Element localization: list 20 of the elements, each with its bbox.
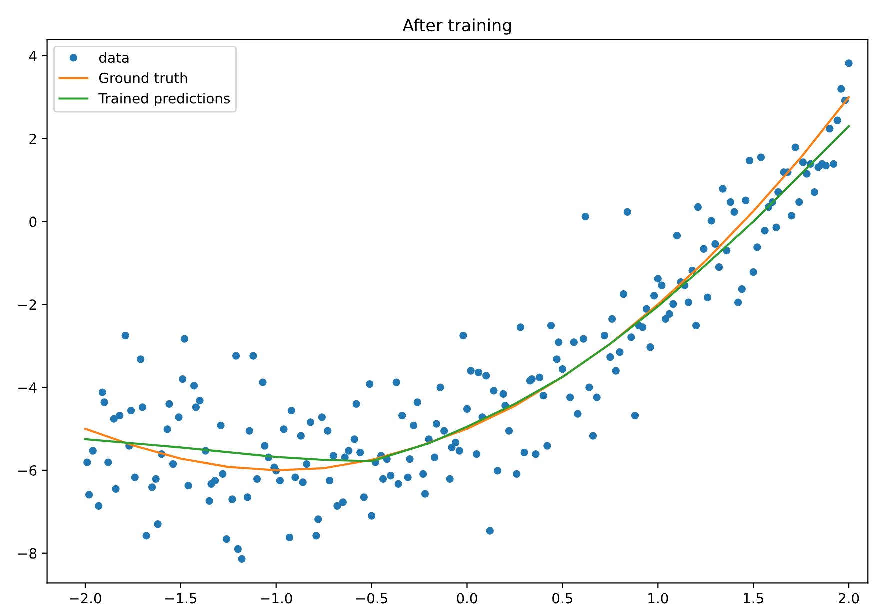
x-tick-label: 1.5 (744, 593, 764, 604)
x-tick-label: −1.0 (260, 593, 292, 604)
x-tick-label: 2.0 (839, 593, 860, 604)
y-tick-label: −8 (18, 548, 37, 559)
y-tick-label: −2 (18, 300, 36, 310)
y-tick-label: 2 (30, 134, 36, 144)
legend-label: Ground truth (99, 72, 188, 84)
x-tick-label: 0.5 (552, 593, 573, 604)
x-tick-label: −2.0 (70, 593, 102, 604)
y-tick-label: −4 (18, 382, 37, 393)
legend-label: data (99, 52, 129, 64)
y-tick-label: 4 (29, 51, 37, 62)
x-tick-label: 0.0 (457, 593, 478, 604)
x-tick-label: 1.0 (648, 593, 668, 604)
y-tick-label: 0 (30, 216, 37, 228)
x-tick-label: −1.5 (166, 593, 197, 604)
legend-label: Trained predictions (98, 93, 230, 106)
y-tick-label: −6 (18, 465, 37, 476)
chart-title: After training (402, 18, 512, 35)
x-tick-label: −0.5 (356, 593, 388, 604)
